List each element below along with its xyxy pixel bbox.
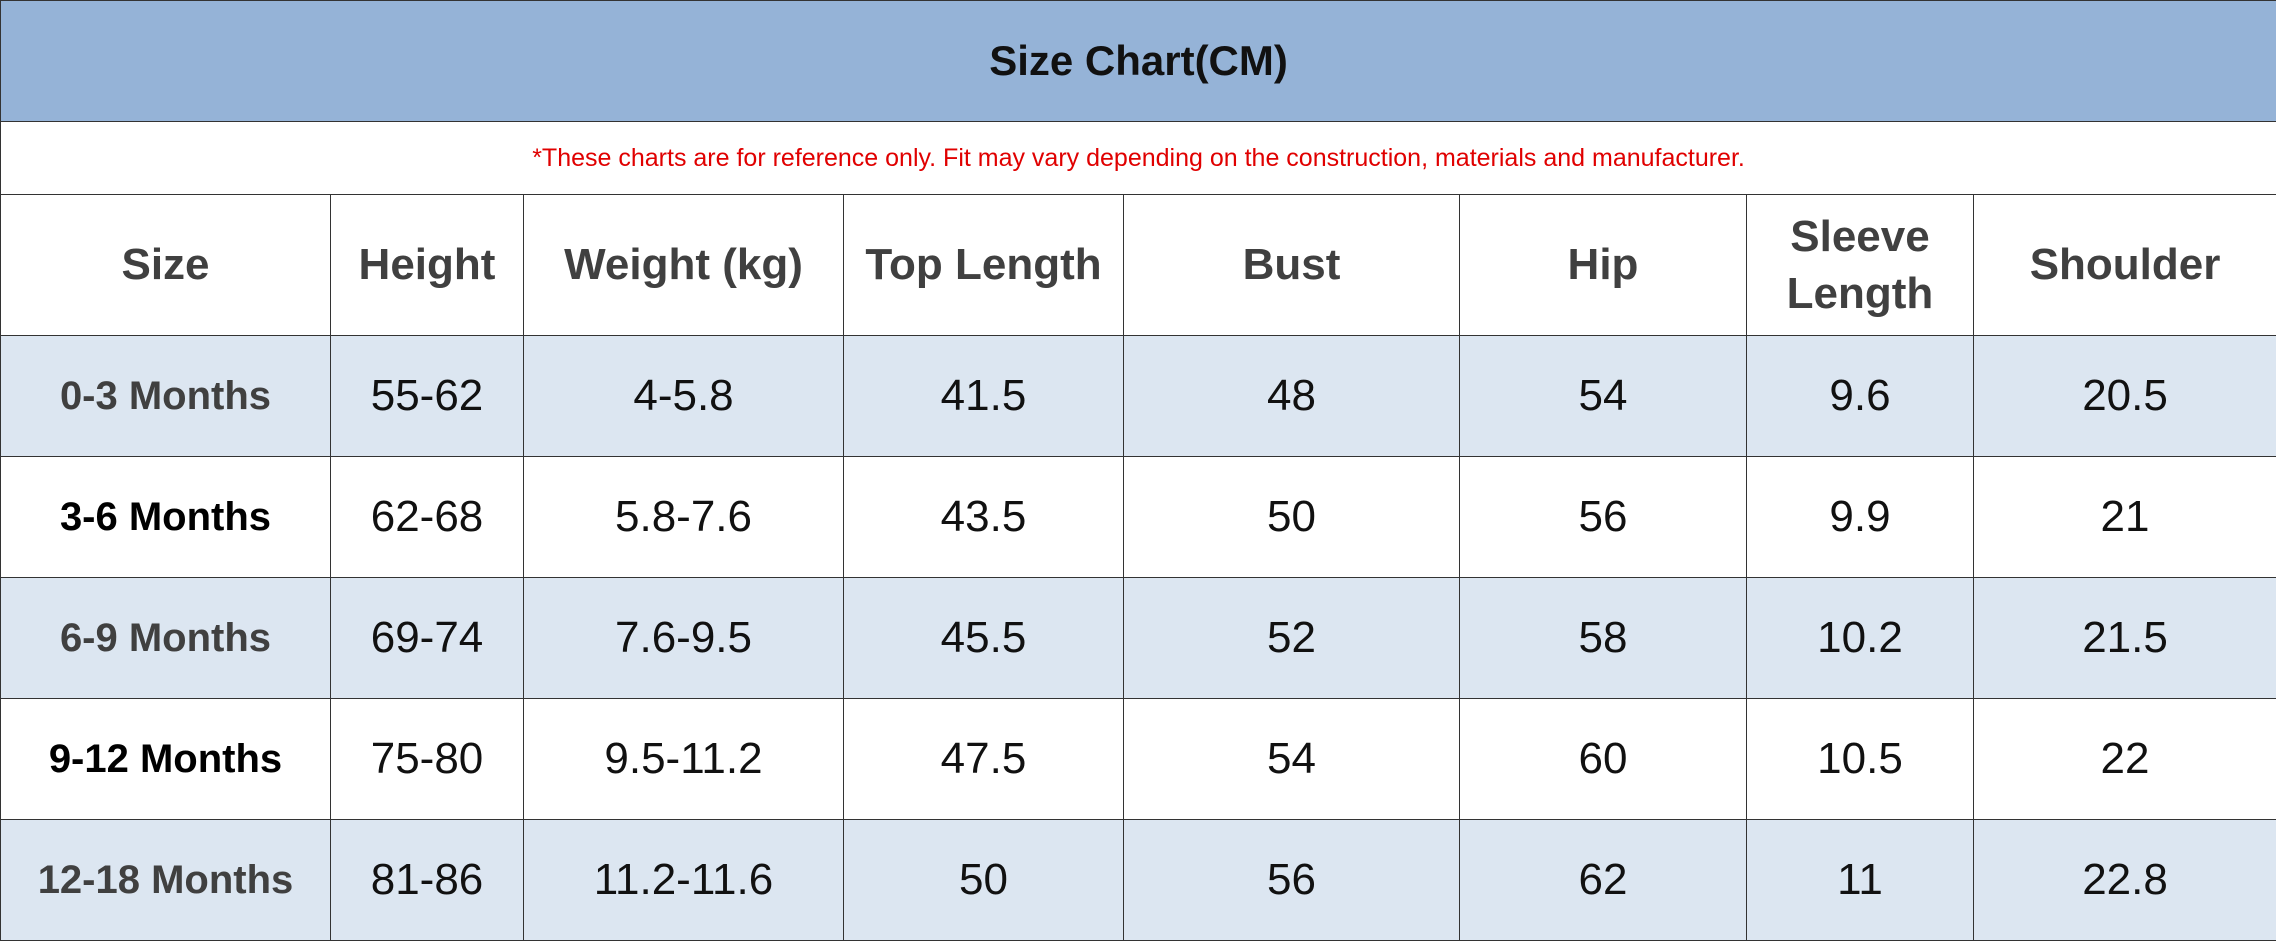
- value-cell: 10.2: [1746, 577, 1974, 699]
- header-row: Size Height Weight (kg) Top Length Bust Hip Sl…: [0, 194, 2276, 336]
- note: *These charts are for reference only. Fi…: [0, 121, 2276, 195]
- value-cell: 45.5: [843, 577, 1124, 699]
- value-cell: 54: [1459, 335, 1747, 457]
- column-header: Size: [0, 194, 331, 336]
- column-header: Height: [330, 194, 524, 336]
- value-cell: 11.2-11.6: [523, 819, 844, 941]
- data-row: 6-9 Months 69-74 7.6-9.5 45.5 52 58 10.2 21.5: [0, 577, 2276, 699]
- value-cell: 9.9: [1746, 456, 1974, 578]
- column-header: Hip: [1459, 194, 1747, 336]
- value-cell: 54: [1123, 698, 1460, 820]
- value-cell: 5.8-7.6: [523, 456, 844, 578]
- value-cell: 62: [1459, 819, 1747, 941]
- value-cell: 21: [1972, 456, 2276, 578]
- value-cell: 4-5.8: [523, 335, 844, 457]
- column-header: Shoulder: [1972, 194, 2276, 336]
- value-cell: 21.5: [1972, 577, 2276, 699]
- value-cell: 56: [1459, 456, 1747, 578]
- column-header: Top Length: [843, 194, 1124, 336]
- value-cell: 9.5-11.2: [523, 698, 844, 820]
- value-cell: 48: [1123, 335, 1460, 457]
- data-row: 12-18 Months 81-86 11.2-11.6 50 56 62 11 22.8: [0, 819, 2276, 941]
- value-cell: 55-62: [330, 335, 524, 457]
- value-cell: 22: [1972, 698, 2276, 820]
- value-cell: 69-74: [330, 577, 524, 699]
- size-cell: 12-18 Months: [0, 819, 331, 941]
- value-cell: 11: [1746, 819, 1974, 941]
- size-cell: 3-6 Months: [0, 456, 331, 578]
- value-cell: 58: [1459, 577, 1747, 699]
- value-cell: 62-68: [330, 456, 524, 578]
- size-cell: 6-9 Months: [0, 577, 331, 699]
- value-cell: 52: [1123, 577, 1460, 699]
- value-cell: 81-86: [330, 819, 524, 941]
- value-cell: 22.8: [1972, 819, 2276, 941]
- size-cell: 9-12 Months: [0, 698, 331, 820]
- value-cell: 20.5: [1972, 335, 2276, 457]
- value-cell: 41.5: [843, 335, 1124, 457]
- column-header: Weight (kg): [523, 194, 844, 336]
- data-row: 3-6 Months 62-68 5.8-7.6 43.5 50 56 9.9 21: [0, 456, 2276, 578]
- value-cell: 60: [1459, 698, 1747, 820]
- value-cell: 43.5: [843, 456, 1124, 578]
- data-row: 0-3 Months 55-62 4-5.8 41.5 48 54 9.6 20.5: [0, 335, 2276, 457]
- value-cell: 50: [843, 819, 1124, 941]
- value-cell: 7.6-9.5: [523, 577, 844, 699]
- column-header: Sleeve Length: [1746, 194, 1974, 336]
- value-cell: 56: [1123, 819, 1460, 941]
- size-cell: 0-3 Months: [0, 335, 331, 457]
- value-cell: 50: [1123, 456, 1460, 578]
- value-cell: 75-80: [330, 698, 524, 820]
- column-header: Bust: [1123, 194, 1460, 336]
- value-cell: 9.6: [1746, 335, 1974, 457]
- value-cell: 10.5: [1746, 698, 1974, 820]
- value-cell: 47.5: [843, 698, 1124, 820]
- title-row: Size Chart(CM): [0, 0, 2276, 122]
- data-row: 9-12 Months 75-80 9.5-11.2 47.5 54 60 10.5 22: [0, 698, 2276, 820]
- note-row: *These charts are for reference only. Fi…: [0, 121, 2276, 195]
- title: Size Chart(CM): [0, 0, 2276, 122]
